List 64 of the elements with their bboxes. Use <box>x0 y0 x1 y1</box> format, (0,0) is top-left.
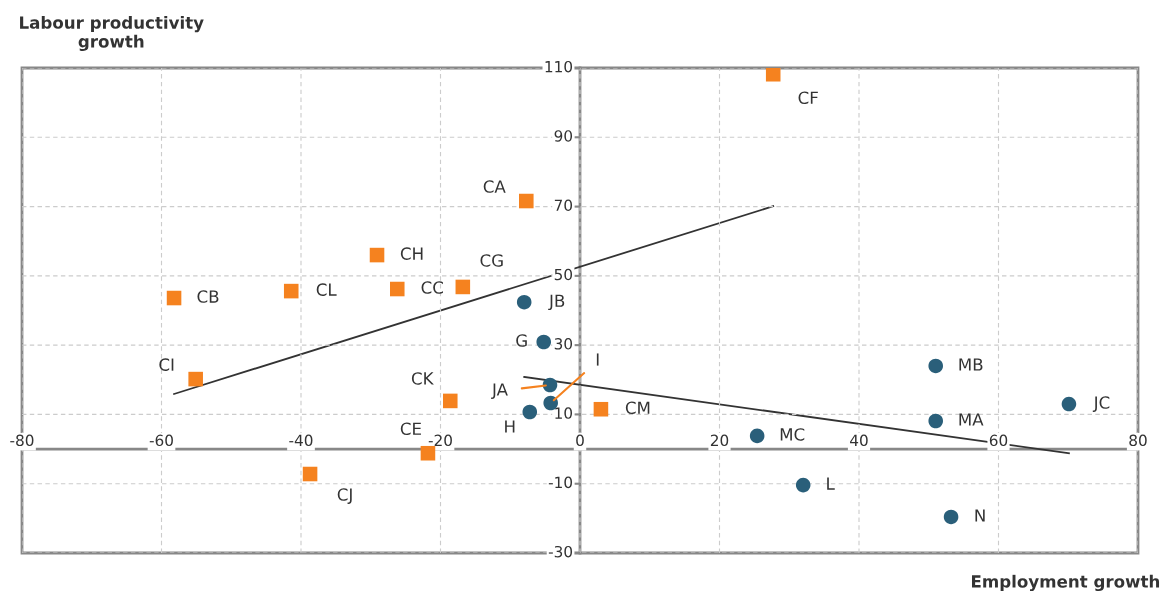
annotation: CM <box>625 401 650 415</box>
x-tick-label: 60 <box>989 434 1008 447</box>
point <box>749 428 765 444</box>
y-tick-label: 50 <box>554 268 573 281</box>
point <box>420 445 436 461</box>
annotation: CG <box>480 254 503 267</box>
y-tick-label: 110 <box>545 60 573 73</box>
annotation: MC <box>780 428 805 441</box>
point <box>943 509 959 525</box>
y-tick-label: 30 <box>554 338 573 350</box>
point <box>442 393 458 409</box>
annotation: CE <box>400 422 421 436</box>
y-tick-label: 10 <box>555 407 573 419</box>
point <box>1061 396 1077 412</box>
point <box>519 193 534 209</box>
annotation: CF <box>798 91 818 105</box>
x-tick-label: 0 <box>576 434 584 447</box>
annotation: MB <box>959 358 983 371</box>
y-tick-label: -30 <box>548 545 573 558</box>
annotation: JB <box>548 294 565 311</box>
x-tick-label: 80 <box>1129 434 1147 447</box>
y-tick-label: 90 <box>554 130 573 142</box>
annotation: L <box>827 477 835 490</box>
annotation: CJ <box>337 488 352 504</box>
annotation: CC <box>421 281 443 294</box>
y-tick-label: 70 <box>554 199 573 211</box>
x-tick-label: -40 <box>289 434 313 447</box>
annotation: JC <box>1092 396 1110 412</box>
annotation: MA <box>959 413 984 426</box>
x-tick-label: -20 <box>428 434 452 447</box>
annotation: G <box>516 334 527 347</box>
y-tick-label: -10 <box>548 476 573 489</box>
annotation: CH <box>400 247 423 260</box>
point <box>928 413 944 429</box>
point <box>928 358 944 374</box>
point <box>795 477 811 493</box>
point <box>283 283 299 299</box>
point <box>166 290 182 306</box>
point <box>302 466 318 482</box>
annotation: CA <box>483 180 506 193</box>
x-axis-title: Employment growth <box>972 574 1160 592</box>
annotation: H <box>505 420 515 433</box>
point <box>516 294 532 310</box>
annotation: N <box>975 509 985 522</box>
point <box>542 377 558 393</box>
annotation: CI <box>159 358 174 371</box>
annotation: CK <box>411 372 434 385</box>
x-tick-label: -60 <box>149 434 173 447</box>
x-tick-label: 20 <box>710 434 729 447</box>
point <box>593 401 609 417</box>
y-axis-title: Labour productivity growth <box>20 15 204 52</box>
point <box>536 334 552 350</box>
x-tick-label: 40 <box>850 434 868 447</box>
point <box>389 281 405 297</box>
point <box>522 404 538 420</box>
annotation: I <box>596 353 599 366</box>
point <box>188 371 203 387</box>
point <box>765 68 781 82</box>
annotation: JA <box>491 383 508 399</box>
point <box>369 247 385 263</box>
annotation: CL <box>316 283 337 296</box>
point <box>455 279 471 295</box>
annotation: CB <box>197 290 219 303</box>
x-tick-label: -80 <box>10 434 34 447</box>
